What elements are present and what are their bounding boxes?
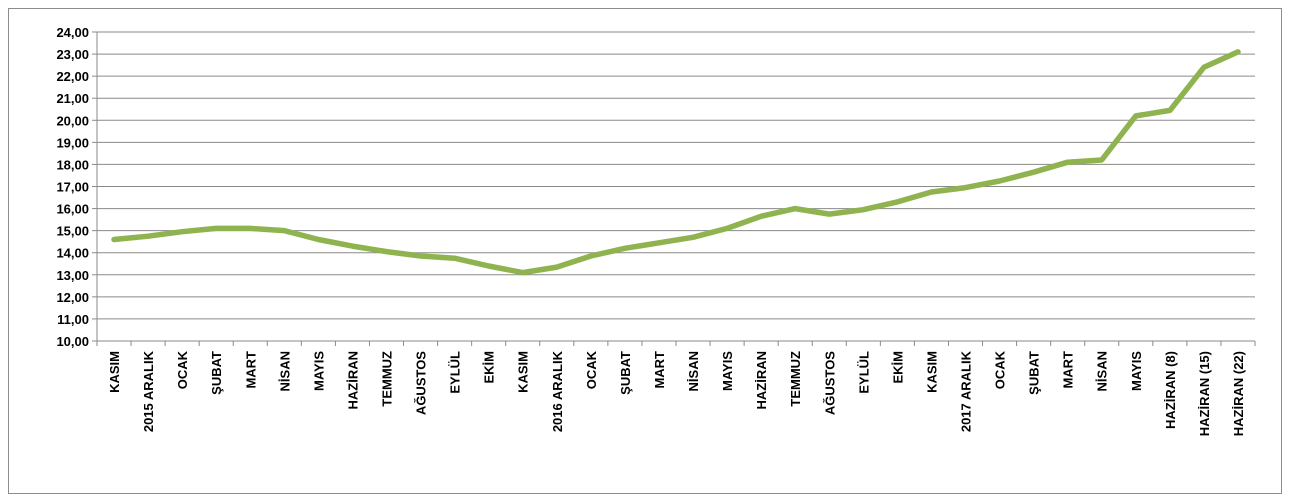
y-tick-labels: 10,00 11,00 12,00 13,00 14,00 15,00 16,00 17,00… <box>56 25 89 349</box>
x-tick-label: MAYIS <box>311 351 326 391</box>
y-tick-label: 17,00 <box>56 180 89 195</box>
x-tick-label: EKİM <box>890 351 905 384</box>
x-tick-label: MAYIS <box>1129 351 1144 391</box>
x-tick-label: OCAK <box>584 350 599 389</box>
y-tick-label: 10,00 <box>56 334 89 349</box>
x-tick-label: OCAK <box>993 350 1008 389</box>
x-tick-label: MART <box>652 351 667 389</box>
y-tick-label: 22,00 <box>56 69 89 84</box>
y-tick-label: 16,00 <box>56 202 89 217</box>
x-tick-label: ŞUBAT <box>1027 351 1042 395</box>
x-tick-label: OCAK <box>175 350 190 389</box>
y-tick-label: 21,00 <box>56 91 89 106</box>
series-line <box>111 49 1241 276</box>
x-tick-label: MART <box>243 351 258 389</box>
x-tick-label: ŞUBAT <box>209 351 224 395</box>
x-tick-label: MART <box>1061 351 1076 389</box>
y-tick-label: 18,00 <box>56 157 89 172</box>
x-tick-label: 2016 ARALIK <box>550 350 565 432</box>
x-tick-label: HAZİRAN <box>345 351 360 410</box>
x-tick-label: ŞUBAT <box>618 351 633 395</box>
x-tick-label: KASIM <box>516 351 531 393</box>
x-tick-label: NİSAN <box>1095 351 1110 391</box>
x-tick-label: AĞUSTOS <box>414 351 429 415</box>
x-tick-label: HAZİRAN <box>754 351 769 410</box>
y-tick-label: 12,00 <box>56 290 89 305</box>
gridlines <box>97 31 1255 320</box>
y-tick-label: 20,00 <box>56 113 89 128</box>
x-tick-label: HAZİRAN (8) <box>1163 351 1178 429</box>
x-tick-label: NİSAN <box>686 351 701 391</box>
y-tick-label: 11,00 <box>57 312 89 327</box>
x-tick-label: KASIM <box>107 351 122 393</box>
axes <box>92 31 1256 346</box>
x-tick-label: TEMMUZ <box>788 351 803 407</box>
x-tick-label: NİSAN <box>277 351 292 391</box>
x-tick-label: HAZİRAN (15) <box>1197 351 1212 436</box>
y-tick-label: 15,00 <box>56 224 89 239</box>
x-tick-label: TEMMUZ <box>380 351 395 407</box>
x-tick-label: AĞUSTOS <box>822 351 837 415</box>
x-tick-label: EYLÜL <box>856 351 871 394</box>
chart-frame <box>8 8 1282 494</box>
y-tick-label: 13,00 <box>56 268 89 283</box>
x-tick-labels: KASIM 2015 ARALIK OCAK ŞUBAT MART NİSAN MAYIS H… <box>107 350 1246 436</box>
x-tick-label: KASIM <box>924 351 939 393</box>
x-tick-label: EKİM <box>482 351 497 384</box>
y-tick-label: 14,00 <box>56 246 89 261</box>
y-tick-label: 23,00 <box>56 47 89 62</box>
series-layer <box>111 49 1241 276</box>
x-tick-label: 2015 ARALIK <box>141 350 156 432</box>
y-tick-label: 24,00 <box>56 25 89 40</box>
x-tick-label: 2017 ARALIK <box>959 350 974 432</box>
x-tick-label: EYLÜL <box>448 351 463 394</box>
x-tick-label: MAYIS <box>720 351 735 391</box>
y-tick-label: 19,00 <box>56 135 89 150</box>
x-tick-label: HAZİRAN (22) <box>1231 351 1246 436</box>
